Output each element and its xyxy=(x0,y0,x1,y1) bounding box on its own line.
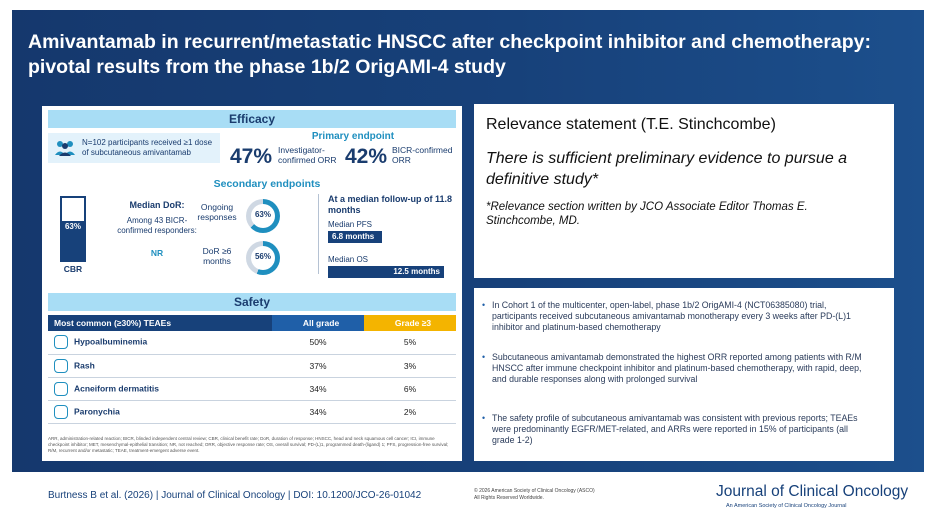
teae-name: Hypoalbuminemia xyxy=(74,336,148,347)
orr-investigator-label: Investigator-confirmed ORR xyxy=(278,145,337,165)
table-row: Rash 37% 3% xyxy=(48,354,456,378)
teae-name: Paronychia xyxy=(74,405,120,416)
teae-all: 50% xyxy=(272,331,364,355)
orr-investigator-value: 47% xyxy=(230,145,273,168)
participants-text: N=102 participants received ≥1 dose of s… xyxy=(82,138,213,157)
ongoing-donut: 63% xyxy=(246,199,280,233)
relevance-quote: There is sufficient preliminary evidence… xyxy=(486,150,848,188)
primary-endpoint-label: Primary endpoint xyxy=(311,131,395,142)
safety-header: Safety xyxy=(48,293,456,311)
cbr-vial: 63% xyxy=(60,196,86,262)
dor-subtitle: Among 43 BICR-confirmed responders: xyxy=(117,216,197,235)
abbreviations-footnote: ARR, administration-related reaction; BI… xyxy=(48,436,449,453)
summary-panel: In Cohort 1 of the multicenter, open-lab… xyxy=(474,288,894,461)
efficacy-safety-panel: Efficacy N=102 participants received ≥1 … xyxy=(42,106,462,461)
dor6-donut: 56% xyxy=(246,241,280,275)
pfs-value: 6.8 months xyxy=(328,231,382,243)
finger-icon xyxy=(54,404,68,419)
relevance-heading: Relevance statement (T.E. Stinchcombe) xyxy=(486,116,776,133)
col-all-grade: All grade xyxy=(272,315,364,331)
followup-label: At a median follow-up of 11.8 months xyxy=(328,194,453,215)
ongoing-label: Ongoing responses xyxy=(197,202,237,222)
teae-g3: 5% xyxy=(364,331,456,355)
teae-all: 34% xyxy=(272,400,364,424)
os-value: 12.5 months xyxy=(328,266,444,278)
table-row: Paronychia 34% 2% xyxy=(48,400,456,424)
page-title: Amivantamab in recurrent/metastatic HNSC… xyxy=(28,31,872,78)
dor6-label: DoR ≥6 months xyxy=(202,246,232,266)
skin-icon xyxy=(54,381,68,396)
teae-g3: 3% xyxy=(364,354,456,378)
orr-bicr-label: BICR-confirmed ORR xyxy=(392,145,453,165)
cbr-label: CBR xyxy=(63,264,83,274)
teae-all: 34% xyxy=(272,377,364,401)
dor-title: Median DoR: xyxy=(129,200,185,210)
efficacy-header: Efficacy xyxy=(48,110,456,128)
pfs-label: Median PFS xyxy=(328,220,373,229)
col-grade3: Grade ≥3 xyxy=(364,315,456,331)
summary-bullet: Subcutaneous amivantamab demonstrated th… xyxy=(482,352,864,385)
ongoing-value: 63% xyxy=(254,210,271,219)
teae-name: Rash xyxy=(74,359,95,370)
vial-icon xyxy=(54,335,68,350)
orr-bicr-value: 42% xyxy=(345,145,388,168)
teae-all: 37% xyxy=(272,354,364,378)
summary-bullet: The safety profile of subcutaneous amiva… xyxy=(482,413,864,446)
table-row: Hypoalbuminemia 50% 5% xyxy=(48,331,456,355)
cbr-fill xyxy=(62,221,84,260)
table-row: Acneiform dermatitis 34% 6% xyxy=(48,377,456,401)
teae-table: Most common (≥30%) TEAEs All grade Grade… xyxy=(48,315,456,424)
relevance-note: *Relevance section written by JCO Associ… xyxy=(486,201,808,227)
teae-g3: 2% xyxy=(364,400,456,424)
people-icon xyxy=(55,141,75,156)
participants-box: N=102 participants received ≥1 dose of s… xyxy=(48,133,220,163)
dor-value: NR xyxy=(150,248,164,258)
teae-g3: 6% xyxy=(364,377,456,401)
relevance-panel: Relevance statement (T.E. Stinchcombe) T… xyxy=(474,104,894,278)
rash-icon xyxy=(54,358,68,373)
cbr-value: 63% xyxy=(64,222,81,231)
summary-bullet: In Cohort 1 of the multicenter, open-lab… xyxy=(482,300,864,333)
col-teae: Most common (≥30%) TEAEs xyxy=(48,315,272,331)
citation: Burtness B et al. (2026) | Journal of Cl… xyxy=(48,490,422,501)
dor6-value: 56% xyxy=(254,252,271,261)
secondary-endpoints-label: Secondary endpoints xyxy=(213,178,321,190)
journal-logo: Journal of Clinical Oncology xyxy=(716,483,909,500)
teae-name: Acneiform dermatitis xyxy=(74,382,160,393)
divider xyxy=(318,194,319,274)
journal-subtitle: An American Society of Clinical Oncology… xyxy=(726,503,847,509)
copyright-line-2: All Rights Reserved Worldwide. xyxy=(474,495,544,501)
os-label: Median OS xyxy=(328,255,369,264)
copyright-line-1: © 2026 American Society of Clinical Onco… xyxy=(474,488,595,494)
